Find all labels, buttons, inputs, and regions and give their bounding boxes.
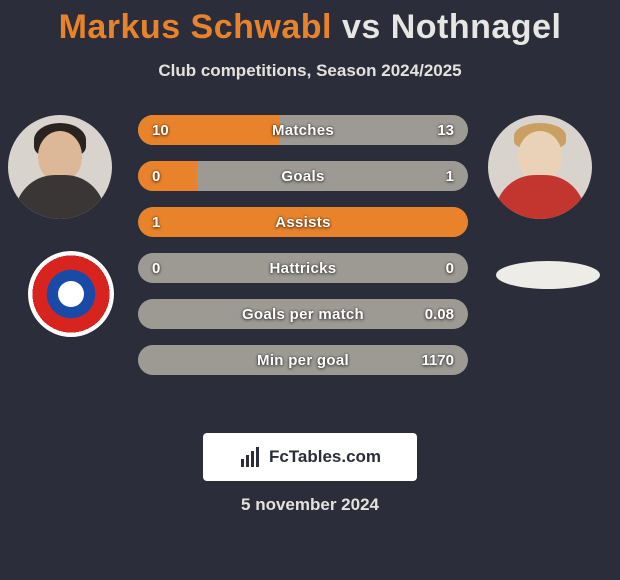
player1-avatar	[8, 115, 112, 219]
source-badge: FcTables.com	[203, 433, 417, 481]
stat-value-left: 10	[152, 115, 169, 145]
player2-name: Nothnagel	[391, 8, 562, 46]
player1-club-badge	[28, 251, 114, 337]
stat-value-left: 0	[152, 253, 160, 283]
stat-bars: Matches1013Goals01Assists1Hattricks00Goa…	[138, 115, 468, 391]
stat-label: Goals per match	[138, 299, 468, 329]
player2-avatar	[488, 115, 592, 219]
stat-value-right: 0.08	[425, 299, 454, 329]
stat-label: Assists	[138, 207, 468, 237]
stat-value-left: 0	[152, 161, 160, 191]
source-text: FcTables.com	[269, 447, 381, 467]
stat-label: Min per goal	[138, 345, 468, 375]
stat-label: Hattricks	[138, 253, 468, 283]
player1-name: Markus Schwabl	[59, 8, 332, 46]
stat-value-right: 0	[446, 253, 454, 283]
comparison-area: Matches1013Goals01Assists1Hattricks00Goa…	[0, 115, 620, 415]
stat-row: Min per goal1170	[138, 345, 468, 375]
stat-value-left: 1	[152, 207, 160, 237]
stat-row: Goals per match0.08	[138, 299, 468, 329]
stat-row: Assists1	[138, 207, 468, 237]
footer-date: 5 november 2024	[0, 495, 620, 515]
stat-value-right: 1170	[421, 345, 454, 375]
stat-label: Goals	[138, 161, 468, 191]
page-title: Markus Schwabl vs Nothnagel	[0, 0, 620, 47]
subtitle: Club competitions, Season 2024/2025	[0, 61, 620, 81]
chart-icon	[239, 445, 263, 469]
stat-label: Matches	[138, 115, 468, 145]
vs-text: vs	[342, 8, 381, 46]
stat-row: Matches10 13	[138, 115, 468, 145]
player2-club-badge	[496, 261, 600, 289]
stat-row: Hattricks0 0	[138, 253, 468, 283]
stat-row: Goals0 1	[138, 161, 468, 191]
stat-value-right: 1	[446, 161, 454, 191]
stat-value-right: 13	[437, 115, 454, 145]
